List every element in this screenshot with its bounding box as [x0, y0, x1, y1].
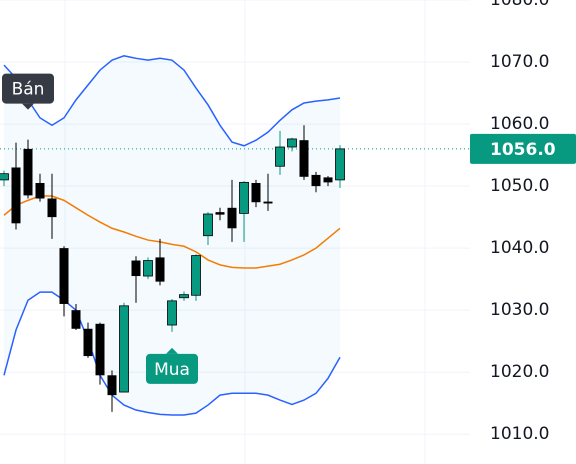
candle-body — [179, 294, 189, 299]
y-tick-label: 1020.0 — [490, 362, 549, 382]
y-tick-label: 1070.0 — [490, 52, 549, 72]
candle-body — [203, 213, 213, 237]
candle-body — [191, 255, 201, 296]
candle-body — [251, 182, 261, 203]
candle-body — [167, 300, 177, 326]
candle-body — [59, 248, 69, 304]
candle-body — [131, 260, 141, 277]
candle-body — [0, 173, 9, 181]
y-tick-label: 1030.0 — [490, 300, 549, 320]
y-tick-label: 1040.0 — [490, 238, 549, 258]
signal-label: Bán — [12, 80, 45, 100]
candle-body — [239, 181, 249, 214]
candle-body — [311, 174, 321, 187]
candle-body — [83, 328, 93, 357]
last-price-box — [470, 133, 576, 164]
candle-body — [335, 148, 345, 181]
signal-box — [146, 353, 198, 384]
candle-body — [23, 148, 33, 196]
candle-body — [143, 260, 153, 277]
band-line — [3, 55, 341, 147]
signal-pointer — [22, 103, 34, 110]
signal-box — [2, 73, 54, 104]
candle-body — [263, 201, 273, 204]
candle-body — [119, 305, 129, 393]
y-tick-label: 1050.0 — [490, 176, 549, 196]
candle-body — [323, 177, 333, 183]
candle-body — [155, 257, 165, 282]
signal-pointer — [166, 347, 178, 354]
candle-body — [35, 182, 45, 199]
candle-body — [47, 198, 57, 218]
y-tick-label: 1060.0 — [490, 114, 549, 134]
candle-body — [275, 146, 285, 167]
candle-body — [287, 138, 297, 148]
signal-label: Mua — [154, 360, 190, 380]
y-tick-label: 1080.0 — [490, 0, 549, 10]
band-line — [3, 195, 341, 269]
candle-body — [227, 207, 237, 229]
y-tick-label: 1010.0 — [490, 424, 549, 444]
last-price-label: 1056.0 — [490, 140, 556, 160]
candle-body — [215, 212, 225, 215]
candle-body — [95, 323, 105, 376]
candle-body — [11, 167, 21, 224]
candle-body — [107, 375, 117, 396]
candle-body — [299, 140, 309, 177]
candle-body — [71, 310, 81, 329]
